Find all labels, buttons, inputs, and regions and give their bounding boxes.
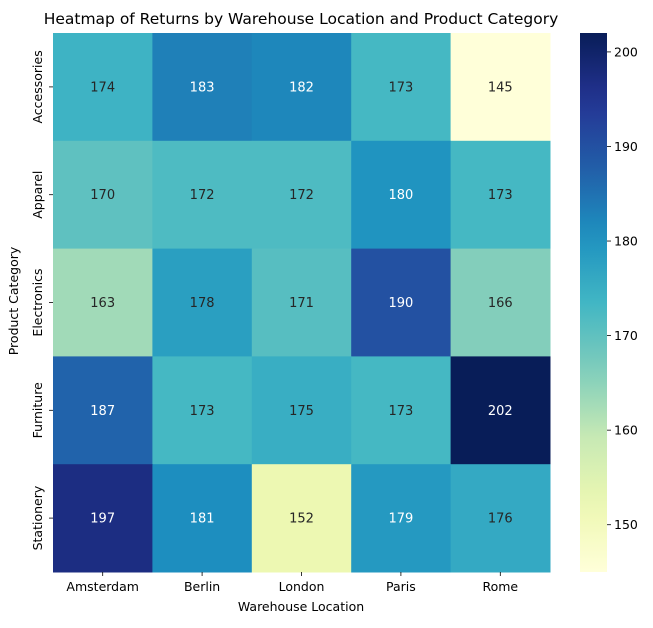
- heatmap-cell: [450, 248, 551, 357]
- heatmap-cell: [152, 33, 253, 142]
- heatmap-cell: [53, 33, 153, 142]
- cell-value-label: 190: [388, 296, 413, 311]
- x-axis: Amsterdam Berlin London Paris Rome: [66, 572, 518, 594]
- cell-value-label: 145: [488, 80, 513, 95]
- cell-value-label: 182: [289, 80, 314, 95]
- cell-value-label: 179: [388, 512, 413, 527]
- cell-value-label: 180: [388, 188, 413, 203]
- x-axis-label: Warehouse Location: [238, 599, 364, 614]
- colorbar-gradient: [580, 33, 607, 572]
- cell-value-label: 170: [90, 188, 115, 203]
- heatmap-cell: [450, 356, 551, 465]
- heatmap-cell: [152, 356, 253, 465]
- cell-value-label: 174: [90, 80, 115, 95]
- y-tick-label: Stationery: [30, 485, 45, 550]
- colorbar-tick-label: 190: [614, 139, 638, 154]
- colorbar-tick-label: 200: [614, 44, 638, 59]
- y-tick-label: Apparel: [30, 171, 45, 219]
- heatmap-cell-labels: 174 183 182 173 145 170 172 172 180 173 163 178 171 1…: [90, 80, 512, 526]
- y-tick-label: Accessories: [30, 50, 45, 123]
- heatmap-cell: [450, 140, 551, 250]
- cell-value-label: 183: [190, 80, 215, 95]
- x-tick-label: Amsterdam: [66, 579, 139, 594]
- cell-value-label: 163: [90, 296, 115, 311]
- cell-value-label: 178: [190, 296, 215, 311]
- cell-value-label: 173: [190, 404, 215, 419]
- cell-value-label: 173: [388, 80, 413, 95]
- heatmap-cell: [152, 464, 253, 573]
- cell-value-label: 171: [289, 296, 314, 311]
- heatmap-cell: [53, 356, 153, 465]
- cell-value-label: 172: [289, 188, 314, 203]
- cell-value-label: 176: [488, 512, 513, 527]
- cell-value-label: 202: [488, 404, 513, 419]
- cell-value-label: 172: [190, 188, 215, 203]
- heatmap-cell: [251, 33, 352, 142]
- cell-value-label: 175: [289, 404, 314, 419]
- heatmap-cell: [251, 140, 352, 250]
- heatmap-cell: [450, 464, 551, 573]
- colorbar: 150 160 170 180 190 200: [580, 33, 638, 572]
- heatmap-cells: [53, 33, 551, 573]
- y-tick-label: Electronics: [30, 268, 45, 336]
- heatmap-cell: [251, 356, 352, 465]
- heatmap-cell: [251, 464, 352, 573]
- x-tick-label: Berlin: [184, 579, 220, 594]
- heatmap-cell: [351, 356, 452, 465]
- colorbar-tick-label: 180: [614, 234, 638, 249]
- cell-value-label: 166: [488, 296, 513, 311]
- cell-value-label: 173: [488, 188, 513, 203]
- colorbar-tick-label: 160: [614, 423, 638, 438]
- chart-title: Heatmap of Returns by Warehouse Location…: [44, 10, 559, 28]
- colorbar-tick-label: 150: [614, 517, 638, 532]
- heatmap-cell: [53, 140, 153, 250]
- cell-value-label: 197: [90, 512, 115, 527]
- y-axis: Accessories Apparel Electronics Furniture St…: [30, 50, 53, 550]
- cell-value-label: 173: [388, 404, 413, 419]
- heatmap-cell: [351, 140, 452, 250]
- colorbar-tick-label: 170: [614, 328, 638, 343]
- x-tick-label: Paris: [386, 579, 416, 594]
- heatmap-cell: [152, 248, 253, 357]
- cell-value-label: 181: [190, 512, 215, 527]
- heatmap-cell: [351, 33, 452, 142]
- heatmap-cell: [53, 248, 153, 357]
- y-tick-label: Furniture: [30, 382, 45, 438]
- x-tick-label: London: [279, 579, 325, 594]
- heatmap-cell: [53, 464, 153, 573]
- heatmap-cell: [351, 248, 452, 357]
- cell-value-label: 187: [90, 404, 115, 419]
- x-tick-label: Rome: [482, 579, 518, 594]
- y-axis-label: Product Category: [6, 246, 21, 355]
- heatmap-cell: [351, 464, 452, 573]
- heatmap-cell: [251, 248, 352, 357]
- heatmap-cell: [152, 140, 253, 250]
- cell-value-label: 152: [289, 512, 314, 527]
- heatmap-cell: [450, 33, 551, 142]
